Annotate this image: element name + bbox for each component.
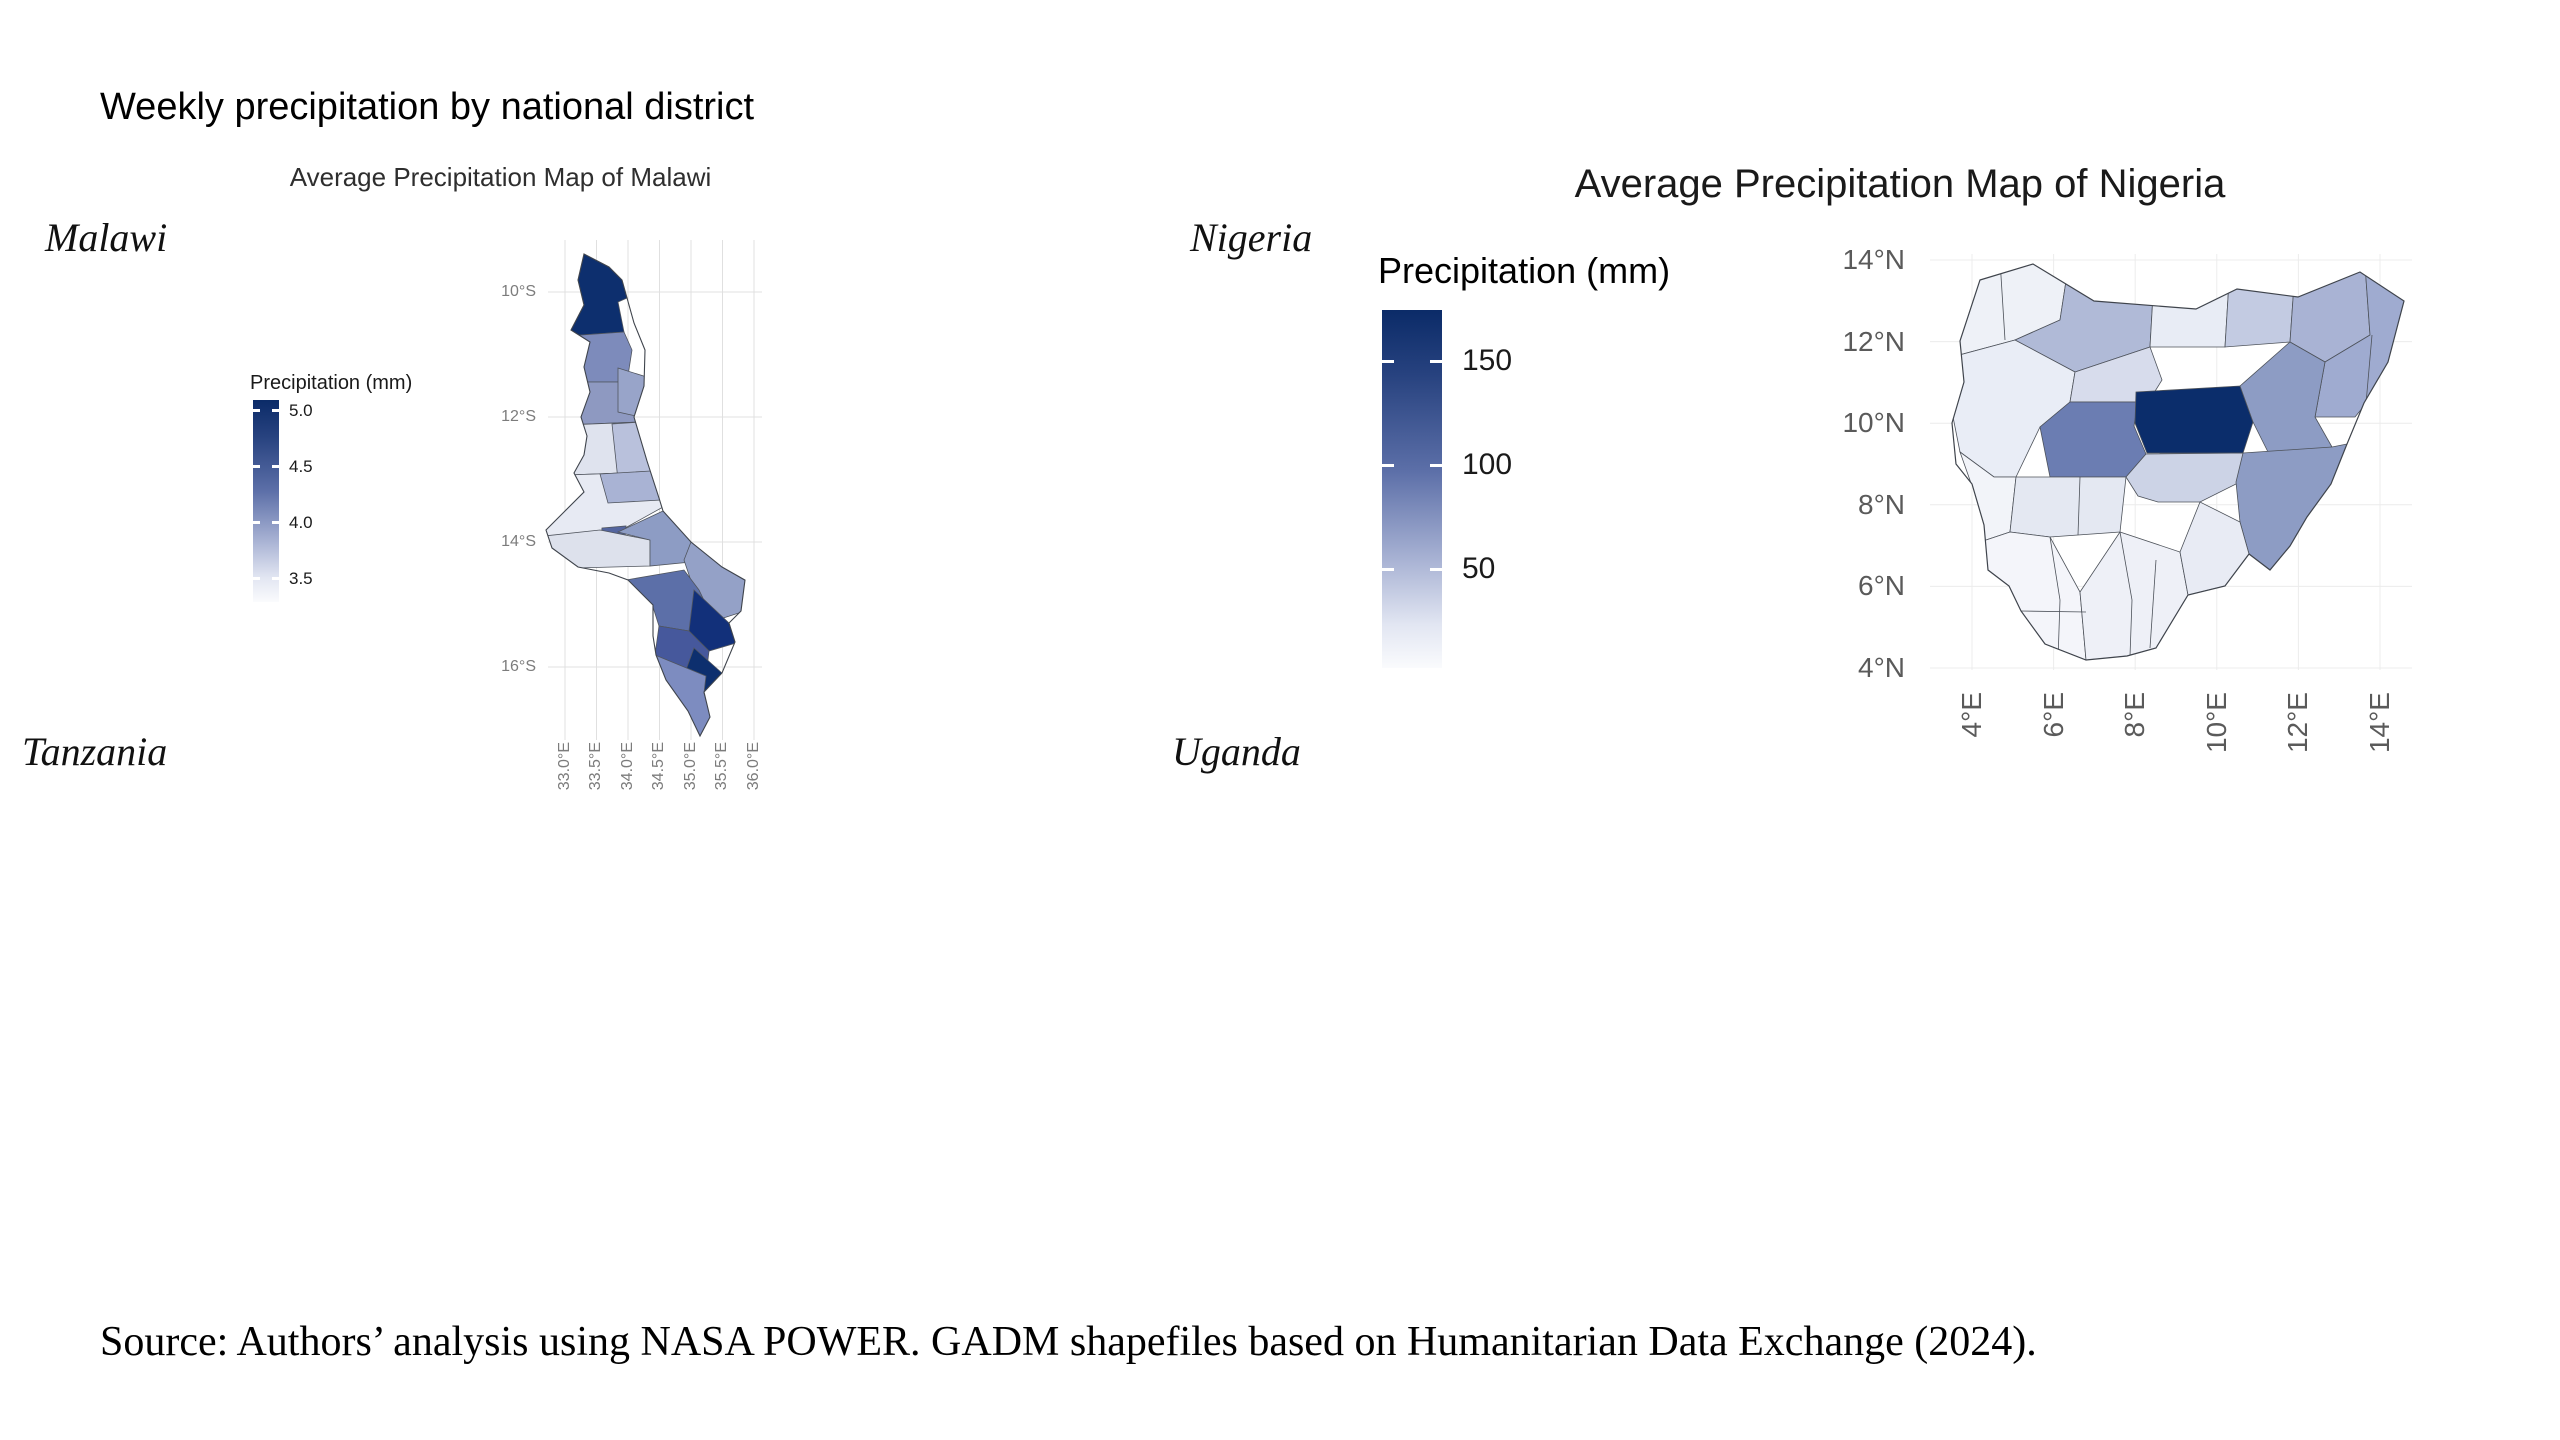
nigeria-colorbar-tick — [1382, 464, 1394, 467]
nigeria-states — [1952, 264, 2404, 660]
nigeria-state — [2224, 264, 2296, 348]
malawi-legend-tick-label: 3.5 — [289, 569, 313, 588]
nigeria-state — [2079, 531, 2189, 660]
nigeria-x-tick: 6°E — [2038, 692, 2069, 738]
nigeria-country-outline — [1951, 263, 2405, 661]
nigeria-x-tick: 4°E — [1956, 692, 1987, 738]
malawi-legend-colorbar — [253, 400, 279, 602]
nigeria-colorbar-tick — [1430, 464, 1442, 467]
nigeria-choropleth-map — [1930, 254, 2412, 670]
malawi-district — [617, 367, 651, 419]
malawi-colorbar-tick — [253, 521, 260, 524]
nigeria-legend-colorbar — [1382, 310, 1442, 668]
nigeria-state — [2125, 452, 2244, 503]
figure-heading: Weekly precipitation by national distric… — [100, 86, 755, 128]
malawi-colorbar-tick — [272, 521, 279, 524]
nigeria-x-tick: 14°E — [2364, 692, 2395, 754]
row-label-nigeria: Nigeria — [1190, 215, 1313, 260]
malawi-x-tick: 35.5°E — [713, 742, 730, 791]
nigeria-y-tick: 14°N — [1842, 244, 1905, 275]
nigeria-y-tick: 12°N — [1842, 326, 1905, 357]
malawi-y-tick: 10°S — [501, 283, 536, 300]
malawi-x-tick: 34.0°E — [619, 742, 636, 791]
malawi-x-tick: 33.0°E — [556, 742, 573, 791]
malawi-colorbar-tick — [272, 577, 279, 580]
nigeria-legend-tick-label: 150 — [1462, 344, 1513, 377]
nigeria-colorbar-tick — [1430, 360, 1442, 363]
malawi-y-tick: 14°S — [501, 533, 536, 550]
nigeria-x-tick: 12°E — [2282, 692, 2313, 754]
malawi-districts — [546, 254, 745, 736]
malawi-colorbar-tick — [253, 409, 260, 412]
malawi-legend-title: Precipitation (mm) — [250, 372, 413, 394]
nigeria-colorbar-tick — [1430, 568, 1442, 571]
nigeria-y-tick: 8°N — [1858, 489, 1905, 520]
malawi-country-outline — [545, 253, 746, 738]
nigeria-x-tick: 10°E — [2201, 692, 2232, 754]
nigeria-x-tick: 8°E — [2119, 692, 2150, 738]
nigeria-state — [2149, 264, 2231, 348]
nigeria-state — [2314, 264, 2404, 418]
malawi-y-tick: 16°S — [501, 658, 536, 675]
nigeria-state — [1979, 531, 2087, 660]
malawi-x-tick: 33.5°E — [587, 742, 604, 791]
malawi-map-title: Average Precipitation Map of Malawi — [289, 162, 712, 192]
nigeria-map-title: Average Precipitation Map of Nigeria — [1574, 162, 2226, 206]
nigeria-y-tick: 4°N — [1858, 652, 1905, 683]
source-note: Source: Authors’ analysis using NASA POW… — [100, 1319, 2037, 1365]
malawi-district — [688, 589, 737, 652]
malawi-legend-tick-label: 4.5 — [289, 457, 313, 476]
malawi-x-tick: 34.5°E — [650, 742, 667, 791]
nigeria-legend-tick-label: 100 — [1462, 448, 1513, 481]
malawi-x-tick: 35.0°E — [682, 742, 699, 791]
nigeria-legend-tick-label: 50 — [1462, 552, 1496, 585]
nigeria-state — [2009, 476, 2127, 538]
nigeria-colorbar-tick — [1382, 568, 1394, 571]
malawi-x-tick: 36.0°E — [745, 742, 762, 791]
row-label-malawi: Malawi — [45, 215, 168, 260]
nigeria-colorbar-tick — [1382, 360, 1394, 363]
malawi-y-tick: 12°S — [501, 408, 536, 425]
malawi-colorbar-tick — [253, 577, 260, 580]
malawi-choropleth-map — [545, 240, 762, 740]
nigeria-state — [2134, 385, 2254, 454]
nigeria-state — [2239, 341, 2333, 457]
malawi-colorbar-tick — [272, 409, 279, 412]
malawi-colorbar-tick — [253, 465, 260, 468]
malawi-legend-tick-label: 4.0 — [289, 513, 313, 532]
malawi-colorbar-tick — [272, 465, 279, 468]
nigeria-state — [2039, 401, 2147, 478]
malawi-district — [546, 254, 651, 339]
malawi-legend-tick-label: 5.0 — [289, 401, 313, 420]
nigeria-legend-title: Precipitation (mm) — [1378, 250, 1671, 291]
nigeria-state — [1952, 339, 2076, 478]
nigeria-y-tick: 6°N — [1858, 570, 1905, 601]
nigeria-state — [2179, 501, 2250, 596]
nigeria-state — [2235, 443, 2348, 571]
nigeria-y-tick: 10°N — [1842, 407, 1905, 438]
row-label-tanzania: Tanzania — [22, 729, 168, 774]
row-label-uganda: Uganda — [1172, 729, 1301, 774]
